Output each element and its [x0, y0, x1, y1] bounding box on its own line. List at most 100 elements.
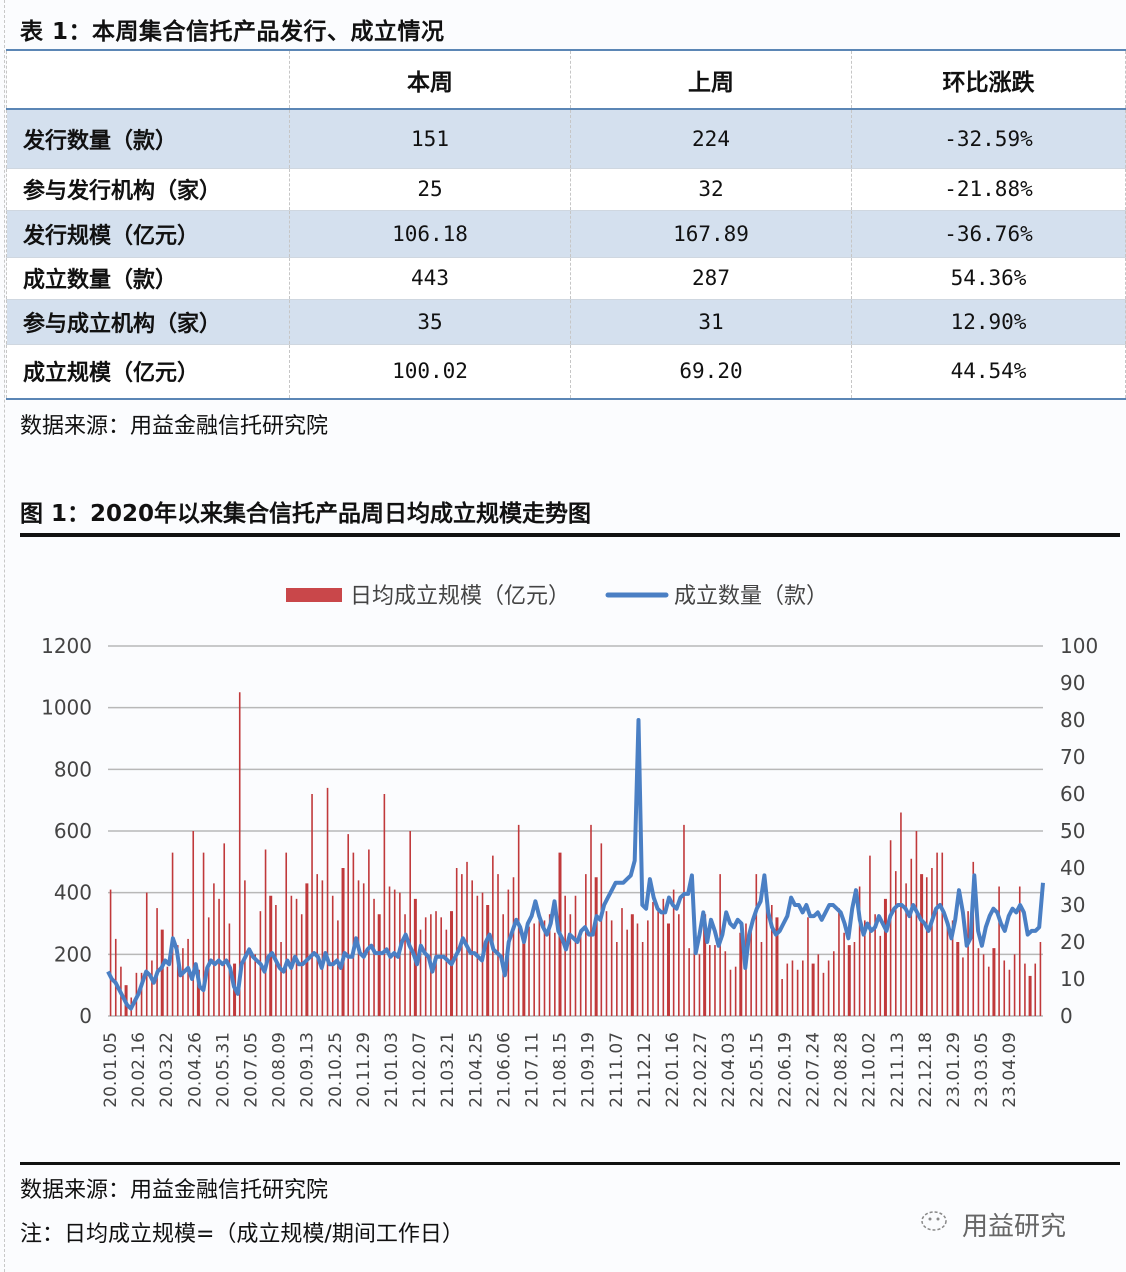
svg-text:22.08.28: 22.08.28	[832, 1032, 852, 1108]
cell-last-week: 224	[570, 109, 852, 169]
table-row: 发行规模（亿元） 106.18 167.89 -36.76%	[6, 210, 1126, 258]
table-row: 成立数量（款） 443 287 54.36%	[6, 257, 1126, 300]
cell-this-week: 443	[289, 257, 571, 300]
row-label: 参与成立机构（家）	[6, 299, 290, 345]
svg-text:20.07.05: 20.07.05	[242, 1032, 262, 1108]
header-this-week: 本周	[289, 50, 571, 110]
svg-text:21.03.21: 21.03.21	[438, 1032, 458, 1108]
header-change: 环比涨跌	[851, 50, 1126, 110]
svg-text:20.04.26: 20.04.26	[185, 1032, 205, 1108]
watermark-text: 用益研究	[962, 1212, 1067, 1242]
svg-text:21.04.25: 21.04.25	[466, 1032, 486, 1108]
wechat-icon	[918, 1206, 954, 1243]
legend-line-label: 成立数量（款）	[674, 584, 828, 609]
cell-change: 44.54%	[851, 344, 1126, 400]
cell-last-week: 69.20	[570, 344, 852, 400]
figure-note: 注：日均成立规模=（成立规模/期间工作日）	[20, 1222, 464, 1247]
svg-text:1000: 1000	[41, 696, 92, 720]
svg-text:20.08.09: 20.08.09	[270, 1032, 290, 1108]
table-row: 参与发行机构（家） 25 32 -21.88%	[6, 168, 1126, 211]
svg-text:22.04.03: 22.04.03	[719, 1032, 739, 1108]
table-header-row: 本周 上周 环比涨跌	[6, 50, 1126, 110]
svg-text:22.12.18: 22.12.18	[916, 1032, 936, 1108]
svg-text:200: 200	[54, 942, 92, 966]
chart-legend: 日均成立规模（亿元） 成立数量（款）	[286, 584, 828, 609]
svg-text:22.05.15: 22.05.15	[747, 1032, 767, 1108]
svg-text:1200: 1200	[41, 634, 92, 658]
svg-text:21.01.03: 21.01.03	[382, 1032, 402, 1108]
x-axis: 20.01.05 20.02.16 20.03.22 20.04.26 20.05.31…	[101, 1032, 1020, 1108]
cell-this-week: 25	[289, 168, 571, 211]
row-label: 参与发行机构（家）	[6, 168, 290, 211]
svg-text:22.06.19: 22.06.19	[775, 1032, 795, 1108]
svg-text:40: 40	[1060, 856, 1085, 880]
svg-text:400: 400	[54, 881, 92, 905]
svg-text:20.11.29: 20.11.29	[354, 1032, 374, 1108]
header-empty	[6, 50, 290, 110]
cell-this-week: 35	[289, 299, 571, 345]
svg-text:20.10.25: 20.10.25	[326, 1032, 346, 1108]
svg-text:21.02.07: 21.02.07	[410, 1032, 430, 1108]
figure-source: 数据来源：用益金融信托研究院	[20, 1178, 329, 1203]
svg-text:22.02.27: 22.02.27	[691, 1032, 711, 1108]
row-label: 成立数量（款）	[6, 257, 290, 300]
cell-change: -36.76%	[851, 210, 1126, 258]
watermark: 用益研究	[918, 1206, 1066, 1243]
svg-text:21.11.07: 21.11.07	[607, 1032, 627, 1108]
cell-change: -32.59%	[851, 109, 1126, 169]
table-row: 成立规模（亿元） 100.02 69.20 44.54%	[6, 344, 1126, 400]
svg-text:21.12.12: 21.12.12	[635, 1032, 655, 1108]
legend-bar-label: 日均成立规模（亿元）	[350, 584, 570, 609]
table-title: 表 1：本周集合信托产品发行、成立情况	[20, 19, 445, 45]
table-source: 数据来源：用益金融信托研究院	[20, 414, 329, 439]
header-last-week: 上周	[570, 50, 852, 110]
svg-text:22.11.13: 22.11.13	[888, 1032, 908, 1108]
table-row: 发行数量（款） 151 224 -32.59%	[6, 109, 1126, 169]
svg-text:22.01.16: 22.01.16	[663, 1032, 683, 1108]
svg-text:20: 20	[1060, 930, 1085, 954]
svg-text:20.03.22: 20.03.22	[157, 1032, 177, 1108]
svg-text:10: 10	[1060, 967, 1085, 991]
svg-text:30: 30	[1060, 893, 1085, 917]
y-axis-left: 0 200 400 600 800 1000 1200	[41, 634, 92, 1028]
svg-text:20.09.13: 20.09.13	[298, 1032, 318, 1108]
cell-this-week: 151	[289, 109, 571, 169]
chart-grid	[108, 645, 1043, 1017]
svg-text:22.10.02: 22.10.02	[860, 1032, 880, 1108]
svg-text:90: 90	[1060, 671, 1085, 695]
figure-title: 图 1：2020年以来集合信托产品周日均成立规模走势图	[20, 501, 592, 527]
cell-change: 12.90%	[851, 299, 1126, 345]
page-left-border	[4, 0, 6, 1272]
cell-last-week: 167.89	[570, 210, 852, 258]
figure-bottom-rule	[20, 1162, 1120, 1165]
svg-text:20.05.31: 20.05.31	[213, 1032, 233, 1108]
row-label: 发行数量（款）	[6, 109, 290, 169]
svg-text:23.04.09: 23.04.09	[1000, 1032, 1020, 1108]
cell-last-week: 32	[570, 168, 852, 211]
cell-this-week: 100.02	[289, 344, 571, 400]
svg-text:21.08.15: 21.08.15	[551, 1032, 571, 1108]
cell-change: 54.36%	[851, 257, 1126, 300]
svg-text:0: 0	[1060, 1004, 1073, 1028]
line-series	[106, 718, 1045, 1011]
svg-text:100: 100	[1060, 634, 1098, 658]
cell-last-week: 287	[570, 257, 852, 300]
cell-last-week: 31	[570, 299, 852, 345]
svg-text:20.02.16: 20.02.16	[129, 1032, 149, 1108]
y-axis-right: 0 10 20 30 40 50 60 70 80 90 100	[1060, 634, 1098, 1028]
figure-top-rule	[20, 533, 1120, 537]
svg-text:70: 70	[1060, 745, 1085, 769]
svg-text:0: 0	[79, 1004, 92, 1028]
svg-text:22.07.24: 22.07.24	[804, 1032, 824, 1108]
svg-text:60: 60	[1060, 782, 1085, 806]
svg-text:50: 50	[1060, 819, 1085, 843]
svg-text:600: 600	[54, 819, 92, 843]
table-row: 参与成立机构（家） 35 31 12.90%	[6, 299, 1126, 345]
bar-series	[109, 692, 1042, 1016]
legend-bar-swatch	[286, 588, 342, 602]
svg-text:20.01.05: 20.01.05	[101, 1032, 121, 1108]
stats-table: 本周 上周 环比涨跌 发行数量（款） 151 224 -32.59% 参与发行机…	[6, 49, 1126, 400]
combo-chart: 日均成立规模（亿元） 成立数量（款） 020040060080010001200…	[41, 584, 1098, 1108]
svg-text:21.06.06: 21.06.06	[494, 1032, 514, 1108]
svg-text:21.07.11: 21.07.11	[523, 1032, 543, 1108]
